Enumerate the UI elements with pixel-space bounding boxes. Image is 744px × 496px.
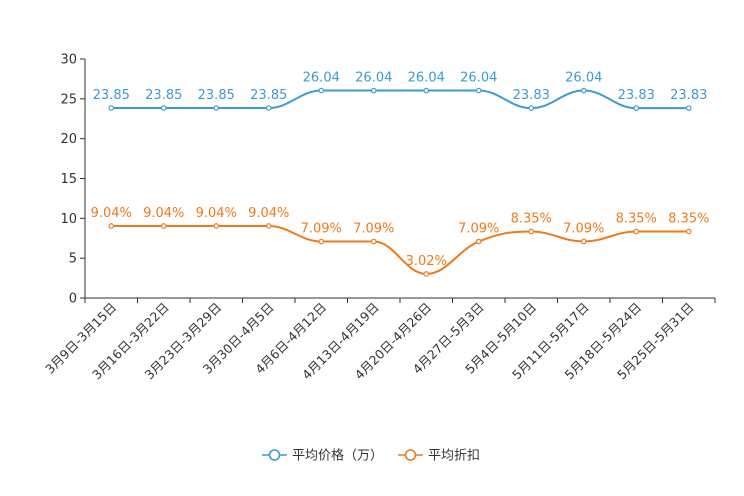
data-label: 23.83 xyxy=(670,88,707,103)
legend-item-1[interactable]: 平均折扣 xyxy=(398,449,480,464)
legend-label: 平均价格（万） xyxy=(292,448,383,464)
data-label: 26.04 xyxy=(408,71,445,86)
data-point[interactable] xyxy=(370,238,377,245)
data-label: 26.04 xyxy=(565,71,602,86)
data-label: 7.09% xyxy=(353,222,394,237)
data-point[interactable] xyxy=(160,223,167,229)
data-label: 9.04% xyxy=(196,206,237,221)
data-point[interactable] xyxy=(685,228,692,235)
y-tick-label: 25 xyxy=(60,92,77,107)
data-label: 23.85 xyxy=(93,88,130,103)
data-point[interactable] xyxy=(580,238,587,245)
y-tick-label: 20 xyxy=(60,132,77,147)
data-point[interactable] xyxy=(318,238,325,245)
data-label: 23.85 xyxy=(198,88,235,103)
legend-marker xyxy=(404,449,417,461)
data-label: 23.83 xyxy=(513,88,550,103)
data-point[interactable] xyxy=(633,228,640,235)
data-point[interactable] xyxy=(265,223,272,229)
data-label: 9.04% xyxy=(91,206,132,221)
data-label: 9.04% xyxy=(143,206,184,221)
series-layer: 23.85 23.85 23.85 23.85 26.04 26.04 26.04 26.04… xyxy=(91,71,709,277)
series-1: 9.04% 9.04% 9.04% 9.04% 7.09% 7.09% 3.02% 7.09%… xyxy=(91,206,709,277)
data-label: 9.04% xyxy=(248,206,289,221)
data-point[interactable] xyxy=(108,223,115,229)
data-point[interactable] xyxy=(213,105,220,111)
data-label: 26.04 xyxy=(460,71,497,86)
data-label: 8.35% xyxy=(668,211,709,226)
y-axis-ticks: 0 5 10 15 20 25 30 xyxy=(60,53,85,307)
data-label: 7.09% xyxy=(563,222,604,237)
y-tick-label: 5 xyxy=(69,252,77,267)
legend[interactable]: 平均价格（万） 平均折扣 xyxy=(262,448,480,464)
y-tick-label: 0 xyxy=(69,292,77,307)
data-label: 23.83 xyxy=(618,88,655,103)
y-tick-label: 15 xyxy=(60,172,77,187)
data-label: 7.09% xyxy=(458,222,499,237)
data-point[interactable] xyxy=(475,87,482,94)
data-point[interactable] xyxy=(528,228,535,235)
data-point[interactable] xyxy=(265,105,272,111)
data-point[interactable] xyxy=(685,105,692,111)
data-label: 8.35% xyxy=(616,211,657,226)
legend-item-0[interactable]: 平均价格（万） xyxy=(262,448,383,464)
data-point[interactable] xyxy=(213,223,220,229)
x-axis-ticks: 3月9日-3月15日3月16日-3月22日3月23日-3月29日3月30日-4月… xyxy=(42,298,716,382)
y-tick-label: 30 xyxy=(60,53,77,68)
data-point[interactable] xyxy=(318,87,325,94)
data-point[interactable] xyxy=(423,87,430,94)
data-label: 3.02% xyxy=(406,254,447,269)
data-label: 26.04 xyxy=(303,71,340,86)
data-label: 8.35% xyxy=(511,211,552,226)
data-point[interactable] xyxy=(160,105,167,111)
data-point[interactable] xyxy=(580,87,587,94)
y-tick-label: 10 xyxy=(60,212,77,227)
data-label: 23.85 xyxy=(250,88,287,103)
data-label: 26.04 xyxy=(355,71,392,86)
data-point[interactable] xyxy=(423,271,430,277)
legend-marker xyxy=(268,449,281,461)
legend-label: 平均折扣 xyxy=(428,449,480,464)
series-line xyxy=(111,89,689,110)
data-point[interactable] xyxy=(633,105,640,111)
data-label: 23.85 xyxy=(145,88,182,103)
data-point[interactable] xyxy=(108,105,115,111)
series-0: 23.85 23.85 23.85 23.85 26.04 26.04 26.04 26.04… xyxy=(93,71,707,111)
data-label: 7.09% xyxy=(301,222,342,237)
data-point[interactable] xyxy=(528,105,535,111)
data-point[interactable] xyxy=(475,238,482,245)
data-point[interactable] xyxy=(370,87,377,94)
